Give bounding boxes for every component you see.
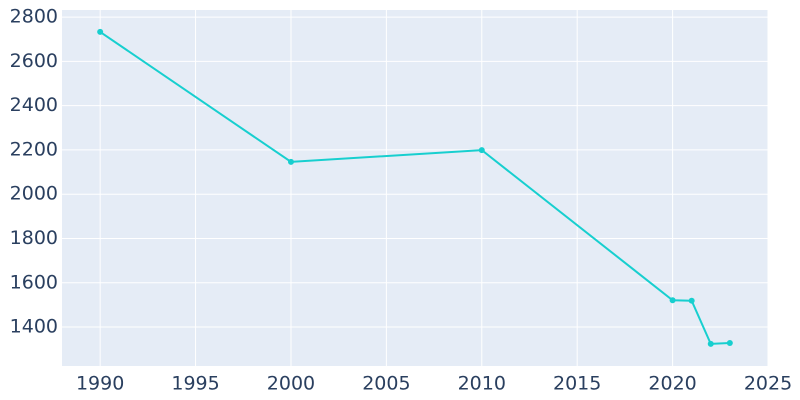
point [287, 158, 294, 165]
y-tick-label: 2000 [10, 183, 58, 205]
point [478, 147, 485, 154]
y-tick-label: 1600 [10, 271, 58, 293]
x-tick-label: 2020 [648, 373, 696, 395]
y-tick-label: 1800 [10, 227, 58, 249]
point [707, 340, 714, 347]
plot-area [62, 10, 768, 366]
y-tick-label: 2800 [10, 6, 58, 28]
x-tick-label: 2015 [553, 373, 601, 395]
y-tick-label: 2400 [10, 94, 58, 116]
y-tick-label: 2200 [10, 138, 58, 160]
point [726, 339, 733, 346]
x-tick-label: 1990 [76, 373, 124, 395]
point [669, 297, 676, 304]
x-tick-label: 2010 [458, 373, 506, 395]
point [688, 297, 695, 304]
point [97, 28, 104, 35]
x-tick-label: 2025 [744, 373, 792, 395]
y-tick-label: 2600 [10, 50, 58, 72]
x-tick-label: 2005 [362, 373, 410, 395]
y-tick-label: 1400 [10, 316, 58, 338]
x-tick-label: 2000 [267, 373, 315, 395]
x-tick-label: 1995 [171, 373, 219, 395]
